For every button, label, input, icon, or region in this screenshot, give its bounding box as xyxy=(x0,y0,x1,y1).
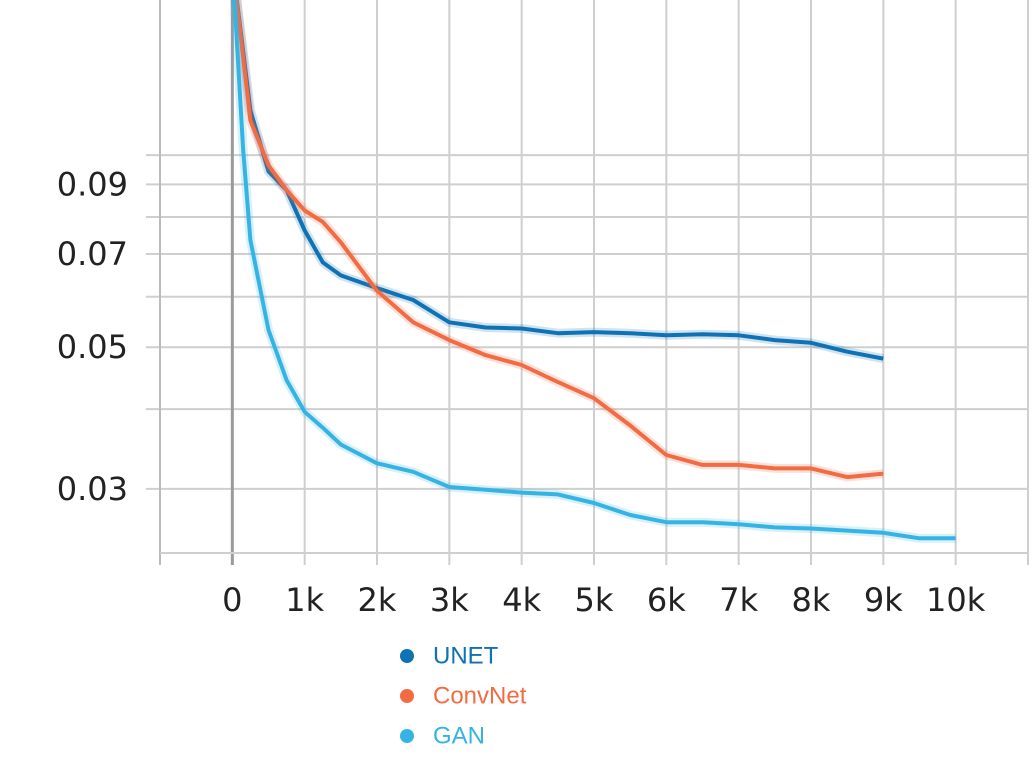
x-tick-label: 4k xyxy=(502,581,541,619)
x-tick-label: 6k xyxy=(647,581,686,619)
x-tick-label: 7k xyxy=(719,581,758,619)
x-tick-label: 9k xyxy=(864,581,903,619)
x-tick-label: 10k xyxy=(926,581,986,619)
y-tick-label: 0.03 xyxy=(57,470,128,508)
legend-marker xyxy=(400,649,414,663)
line-series-halo xyxy=(232,0,884,482)
x-tick-label: 2k xyxy=(358,581,397,619)
y-tick-label: 0.07 xyxy=(57,235,128,273)
legend-label: GAN xyxy=(433,722,485,749)
x-tick-label: 1k xyxy=(285,581,324,619)
x-tick-label: 0 xyxy=(222,581,242,619)
legend-marker xyxy=(400,729,414,743)
line-series-halo xyxy=(232,0,885,364)
y-tick-label: 0.05 xyxy=(57,328,128,366)
x-tick-label: 3k xyxy=(430,581,469,619)
line-series xyxy=(234,0,884,361)
line-series xyxy=(232,0,956,541)
x-tick-label: 8k xyxy=(792,581,831,619)
line-series xyxy=(234,0,884,480)
plot-area xyxy=(229,0,956,543)
legend-label: ConvNet xyxy=(433,682,527,709)
y-tick-label: 0.09 xyxy=(57,165,128,203)
legend-label: UNET xyxy=(433,642,499,669)
legend-marker xyxy=(400,689,414,703)
x-tick-label: 5k xyxy=(575,581,614,619)
